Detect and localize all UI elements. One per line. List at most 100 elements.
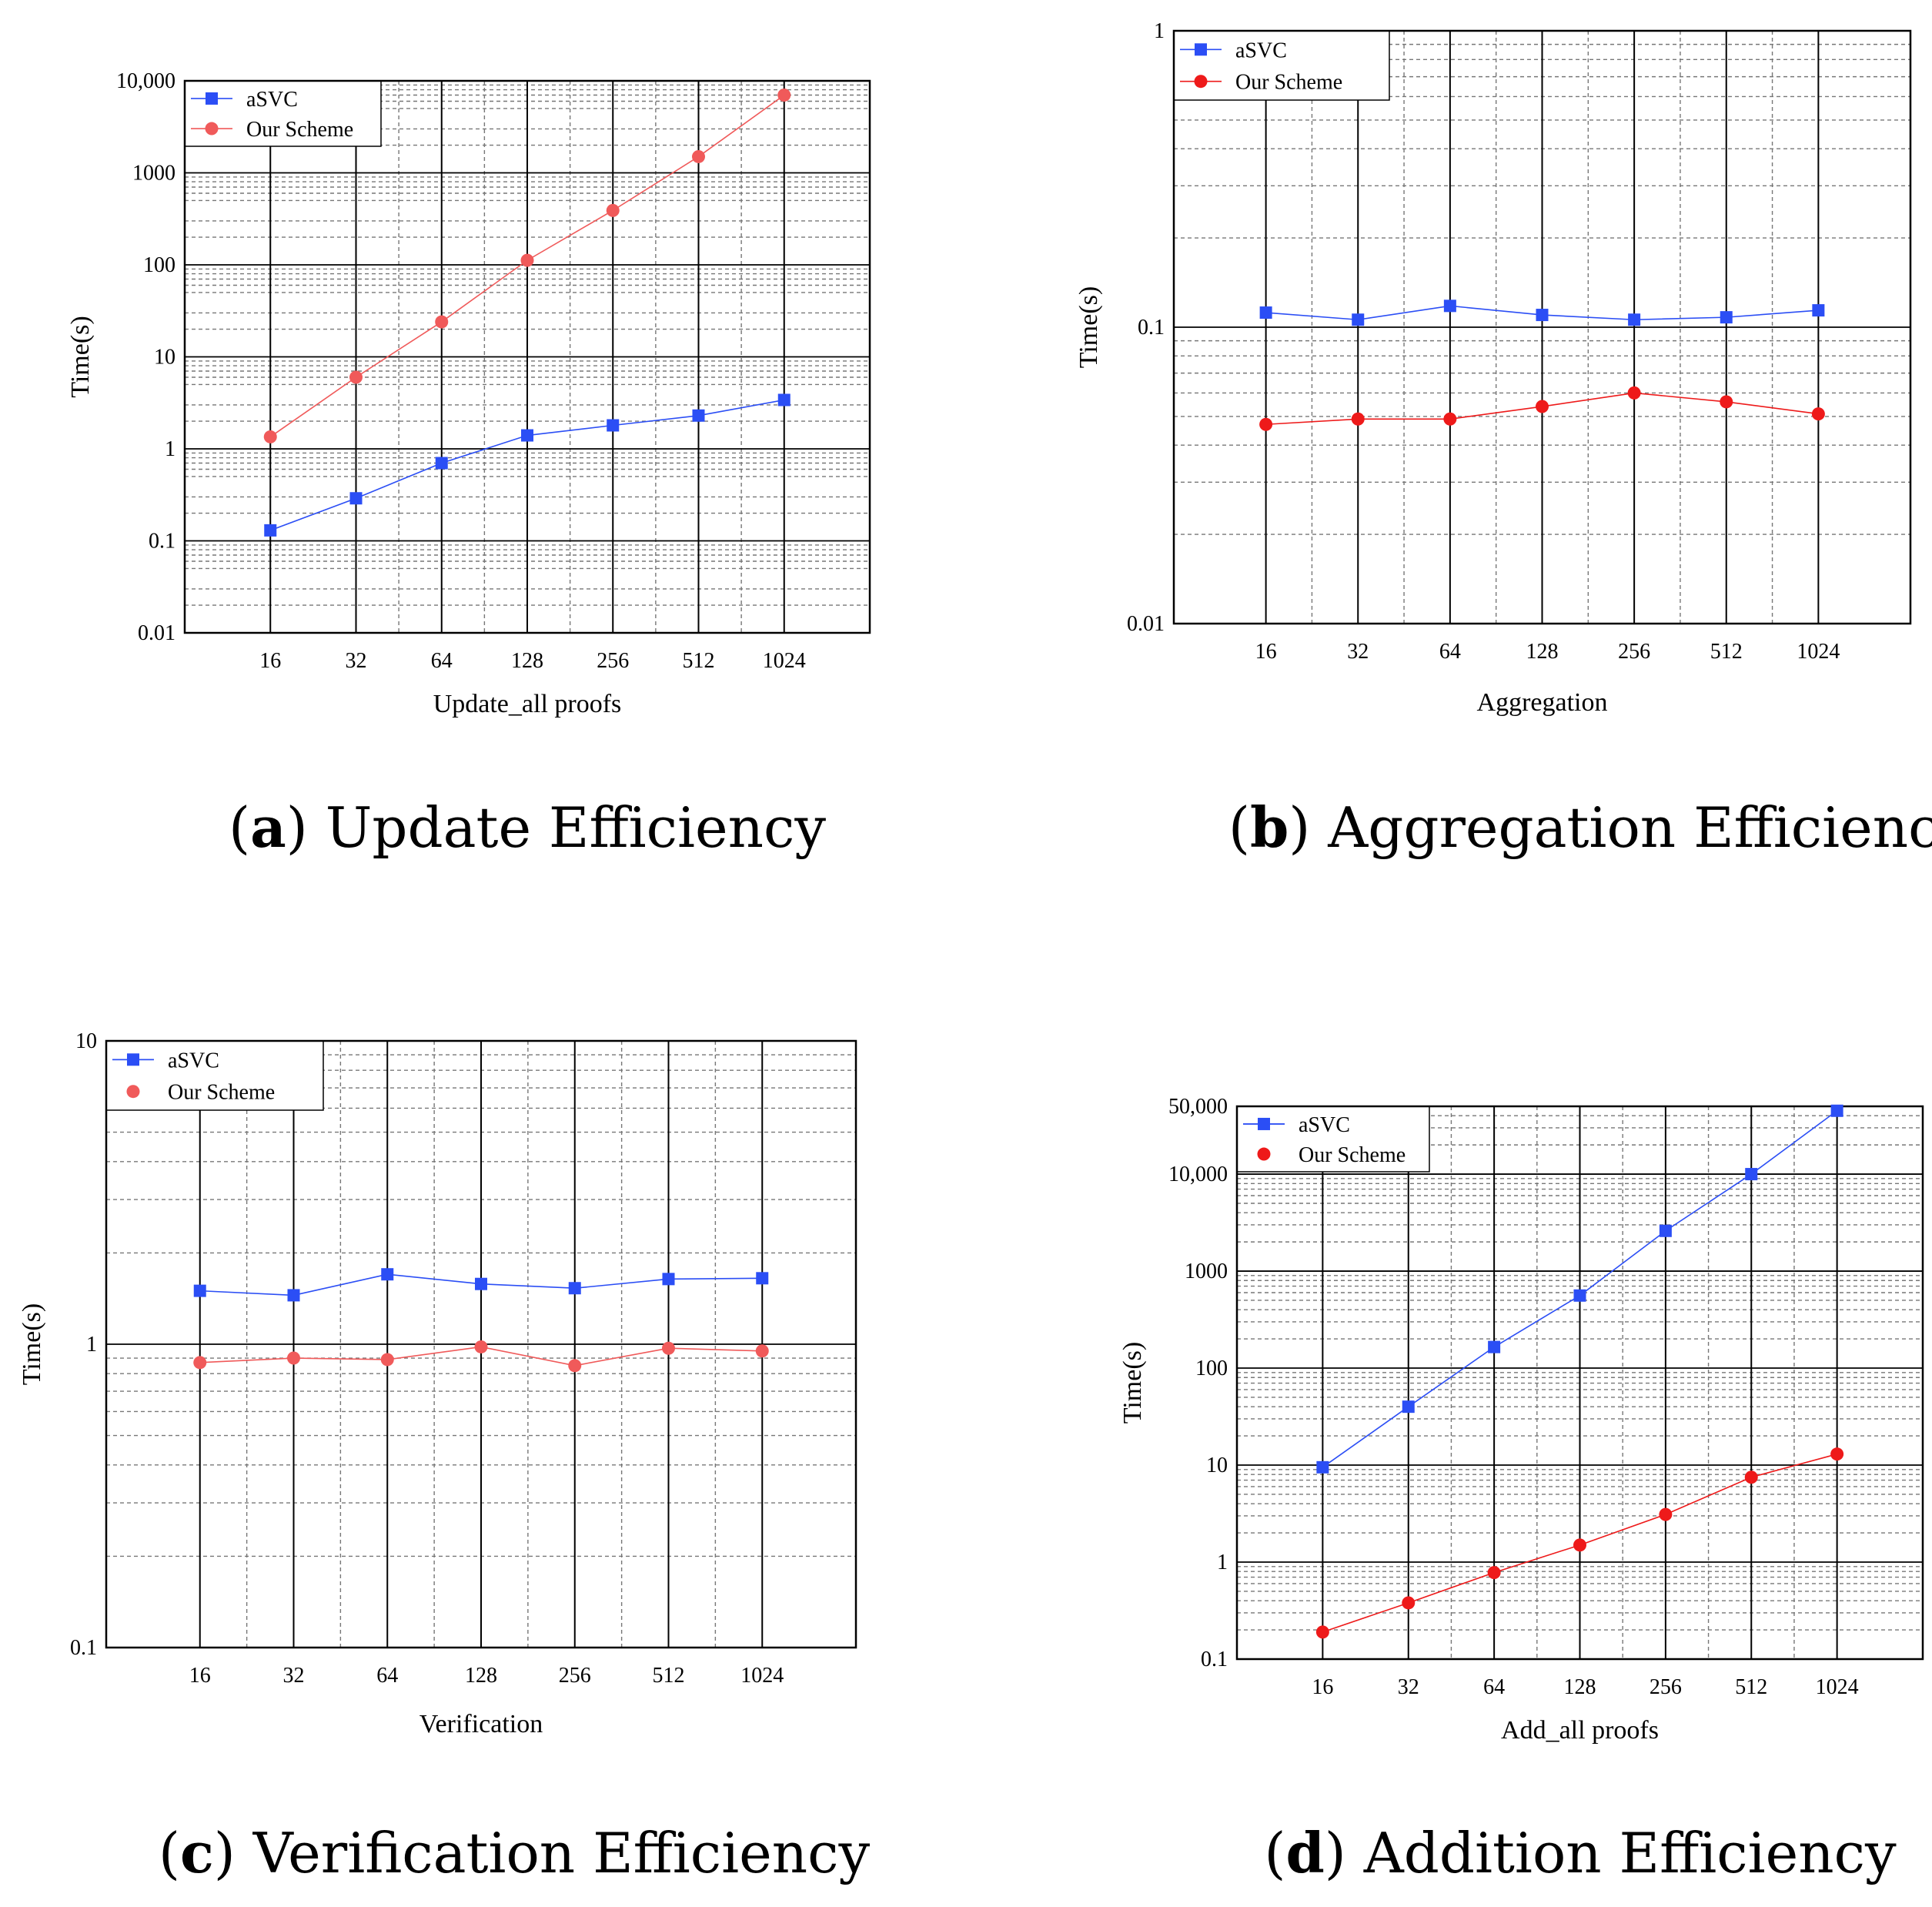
data-point [1720, 395, 1733, 409]
data-point [287, 1351, 300, 1365]
data-point [1402, 1400, 1415, 1414]
data-point [607, 419, 620, 432]
chart-d: 0.1 1 10 100 1000 10,000 50,000 16 32 64 128 256 512… [1118, 1095, 1924, 1885]
series-asvc [1259, 299, 1825, 326]
legend-label: Our Scheme [1235, 71, 1342, 95]
x-tick-label: 128 [465, 1664, 497, 1688]
x-tick-label: 16 [1312, 1675, 1333, 1699]
data-point [1443, 299, 1456, 313]
data-point [662, 1341, 675, 1355]
legend-box [184, 80, 382, 147]
data-point [193, 1356, 207, 1370]
data-point [263, 430, 277, 443]
series-asvc [193, 1268, 769, 1302]
data-point [474, 1340, 488, 1353]
x-axis-label: Add_all proofs [1501, 1716, 1659, 1745]
y-tick-label: 10,000 [116, 69, 175, 93]
y-tick-label: 1 [1217, 1551, 1228, 1574]
y-tick-label: 10 [154, 346, 175, 370]
y-axis-label: Time(s) [18, 1303, 46, 1385]
legend-label: aSVC [1299, 1113, 1350, 1137]
data-point [349, 370, 363, 384]
data-point [1488, 1340, 1501, 1353]
data-point [349, 492, 363, 505]
grid [1174, 31, 1910, 624]
caption-letter: c [180, 1820, 214, 1885]
x-tick-label: 1024 [1816, 1675, 1859, 1699]
data-point [755, 1344, 769, 1358]
data-point [1812, 304, 1825, 317]
x-tick-label: 16 [259, 649, 281, 673]
y-axis-label: Time(s) [66, 316, 95, 397]
x-tick-label: 16 [189, 1664, 211, 1688]
data-point [475, 1277, 487, 1290]
data-point [435, 457, 448, 470]
data-point [1487, 1566, 1501, 1580]
chart-a: 0.01 0.1 1 10 100 1000 10,000 16 32 64 128 256 512 10… [66, 69, 871, 860]
data-point [1315, 1625, 1329, 1639]
y-tick-label: 0.01 [1127, 612, 1165, 636]
legend-label: aSVC [246, 88, 298, 112]
y-axis-label: Time(s) [1118, 1342, 1147, 1424]
data-point [1443, 412, 1457, 426]
x-tick-label: 1024 [740, 1664, 784, 1688]
x-tick-label: 1024 [1797, 640, 1840, 664]
plot-frame [183, 79, 871, 634]
data-point [1720, 311, 1733, 324]
caption-text: Aggregation Efficiency [1327, 795, 1932, 860]
legend-box [1173, 30, 1390, 101]
series-asvc [264, 393, 791, 537]
subfigure-caption: (d) Addition Efficiency [1264, 1820, 1897, 1885]
legend-label: aSVC [1235, 38, 1287, 62]
y-axis-label: Time(s) [1075, 286, 1103, 368]
series-our-scheme [1315, 1447, 1844, 1639]
legend-marker [205, 122, 219, 135]
plot-frame [1235, 1105, 1924, 1661]
x-tick-label: 512 [1710, 640, 1743, 664]
data-point [1628, 313, 1641, 326]
data-point [1536, 309, 1549, 322]
data-point [1745, 1168, 1758, 1181]
data-point [264, 524, 277, 537]
data-point [606, 203, 620, 217]
x-tick-label: 32 [283, 1664, 305, 1688]
y-tick-label: 100 [143, 253, 175, 277]
data-point [568, 1282, 581, 1295]
data-point [1830, 1104, 1843, 1117]
caption-text: Update Efficiency [326, 795, 827, 860]
x-axis-label: Aggregation [1477, 688, 1608, 717]
legend-label: Our Scheme [246, 118, 353, 142]
x-tick-label: 512 [653, 1664, 685, 1688]
plot-frame [1172, 29, 1912, 625]
x-axis-label: Update_all proofs [433, 690, 622, 718]
x-tick-label: 64 [431, 649, 453, 673]
x-tick-label: 64 [1439, 640, 1461, 664]
legend-marker [206, 92, 218, 105]
legend-marker [1194, 75, 1208, 89]
x-tick-label: 256 [1618, 640, 1650, 664]
data-point [1573, 1538, 1586, 1552]
x-tick-label: 64 [376, 1664, 398, 1688]
data-point [1811, 407, 1825, 421]
y-tick-label: 10 [1206, 1454, 1228, 1477]
data-point [1830, 1447, 1844, 1461]
data-point [193, 1284, 206, 1297]
legend-marker [127, 1053, 139, 1066]
y-tick-label: 0.1 [149, 530, 175, 554]
data-point [435, 315, 449, 329]
x-tick-label: 256 [559, 1664, 591, 1688]
data-point [1351, 412, 1365, 426]
x-tick-label: 32 [1347, 640, 1369, 664]
data-point [1402, 1596, 1416, 1610]
data-point [568, 1359, 582, 1373]
series-our-scheme [1259, 386, 1825, 431]
grid [1237, 1106, 1923, 1659]
data-point [1627, 386, 1641, 400]
y-tick-label: 1 [86, 1333, 97, 1357]
data-point [287, 1289, 300, 1302]
legend-marker [1195, 43, 1207, 56]
data-point [520, 253, 534, 267]
legend-label: aSVC [168, 1049, 219, 1072]
x-tick-label: 1024 [763, 649, 806, 673]
